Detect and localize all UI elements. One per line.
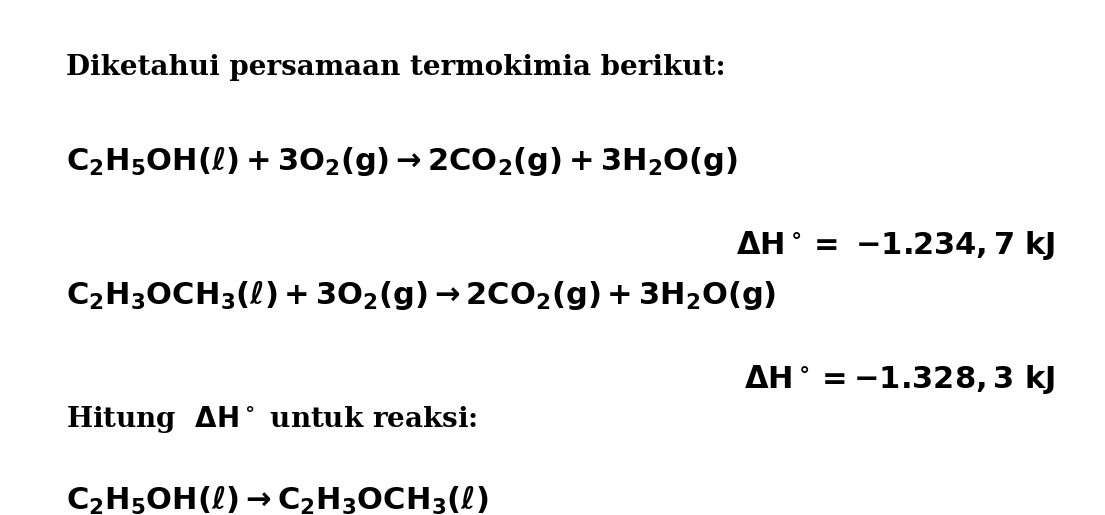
Text: $\mathbf{\Delta H^\circ = {-1.328,3}\ kJ}$: $\mathbf{\Delta H^\circ = {-1.328,3}\ kJ… [745, 363, 1055, 396]
Text: $\mathbf{C_2H_3OCH_3(\ell) + 3O_2(g) \rightarrow 2CO_2(g) + 3H_2O(g)}$: $\mathbf{C_2H_3OCH_3(\ell) + 3O_2(g) \ri… [66, 278, 777, 312]
Text: Hitung  $\mathbf{\Delta H^\circ}$ untuk reaksi:: Hitung $\mathbf{\Delta H^\circ}$ untuk r… [66, 404, 477, 435]
Text: $\mathbf{C_2H_5OH(\ell) + 3O_2(g) \rightarrow 2CO_2(g) + 3H_2O(g)}$: $\mathbf{C_2H_5OH(\ell) + 3O_2(g) \right… [66, 144, 738, 178]
Text: $\mathbf{C_2H_5OH(\ell) \rightarrow C_2H_3OCH_3(\ell)}$: $\mathbf{C_2H_5OH(\ell) \rightarrow C_2H… [66, 484, 488, 515]
Text: $\mathbf{\Delta H^\circ =\ {-1.234,7}\ kJ}$: $\mathbf{\Delta H^\circ =\ {-1.234,7}\ k… [736, 229, 1055, 262]
Text: Diketahui persamaan termokimia berikut:: Diketahui persamaan termokimia berikut: [66, 54, 726, 81]
